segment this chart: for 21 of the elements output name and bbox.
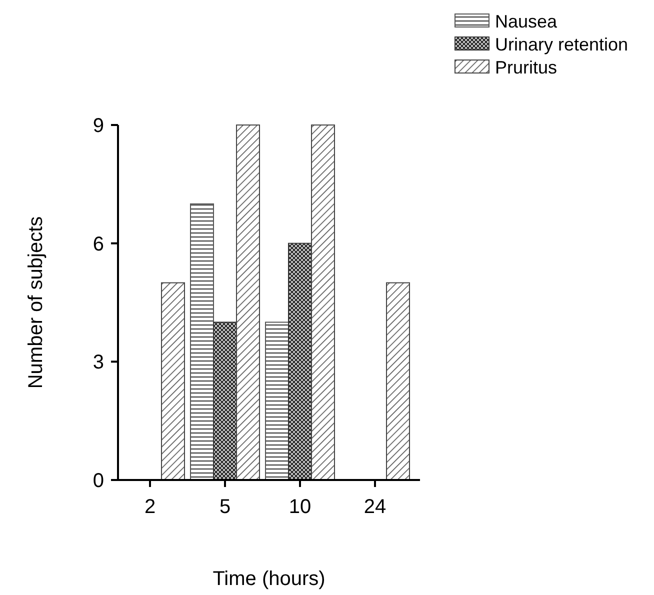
legend-label: Nausea — [495, 11, 558, 32]
bar — [311, 124, 335, 480]
x-tick-label: 2 — [144, 496, 156, 518]
x-tick-label: 5 — [219, 496, 231, 518]
bar — [386, 282, 410, 480]
legend-label: Urinary retention — [495, 34, 628, 54]
bar — [236, 124, 260, 480]
y-tick-label: 9 — [92, 115, 104, 137]
bar — [288, 242, 312, 480]
bar — [265, 322, 289, 480]
y-axis-title: Number of subjects — [25, 216, 47, 389]
x-axis-title: Time (hours) — [212, 568, 326, 590]
y-tick-label: 6 — [92, 233, 104, 256]
legend-label: Pruritus — [495, 57, 558, 78]
bar — [213, 322, 237, 480]
y-tick-label: 3 — [92, 352, 104, 374]
y-tick-label: 0 — [92, 470, 104, 492]
x-tick-label: 10 — [288, 496, 312, 518]
x-tick-label: 24 — [364, 496, 386, 518]
bar — [161, 282, 185, 480]
bar — [190, 203, 214, 480]
